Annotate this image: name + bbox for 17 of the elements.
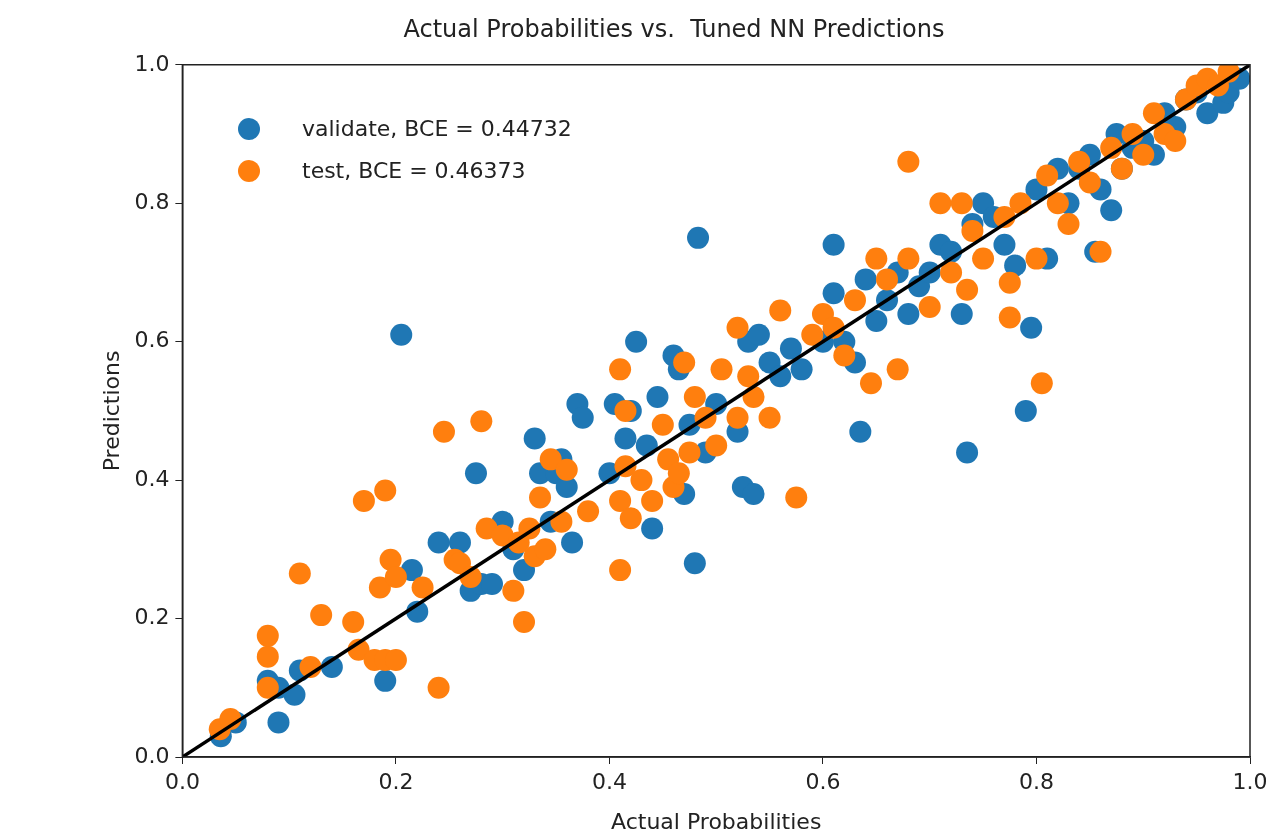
legend-label: test, BCE = 0.46373 [302,157,526,185]
y-axis-title: Predictions [98,350,124,472]
x-tick-label: 0.0 [164,768,200,794]
y-tick-label: 0.8 [134,188,170,214]
y-tick-label: 0.0 [134,742,170,768]
x-tick-label: 1.0 [1232,768,1268,794]
x-tick-label: 0.8 [1018,768,1054,794]
chart-title: Actual Probabilities vs. Tuned NN Predictions [403,14,945,43]
y-tick-label: 0.2 [134,604,170,630]
y-tick-label: 0.4 [134,465,170,491]
x-tick-label: 0.6 [805,768,841,794]
y-tick-label: 0.6 [134,327,170,353]
x-axis-title: Actual Probabilities [611,808,822,834]
legend-label: validate, BCE = 0.44732 [302,115,572,143]
y-tick-label: 1.0 [134,50,170,76]
x-tick-label: 0.4 [591,768,627,794]
x-tick-label: 0.2 [378,768,414,794]
